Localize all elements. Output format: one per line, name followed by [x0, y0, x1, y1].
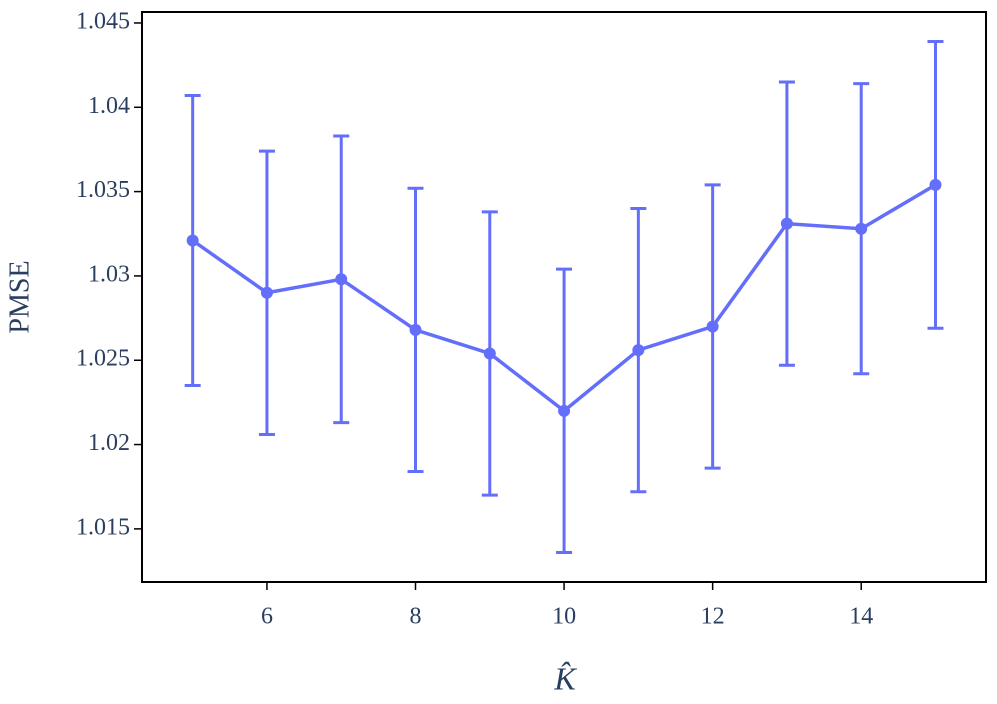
y-tick-label: 1.025 [76, 346, 130, 372]
marker [929, 178, 942, 191]
y-tick-label: 1.04 [88, 93, 130, 119]
x-tick-label: 12 [701, 604, 725, 630]
y-tick-label: 1.02 [88, 430, 130, 456]
marker [186, 234, 199, 247]
marker [706, 320, 719, 333]
marker [335, 273, 348, 286]
y-tick-label: 1.015 [76, 514, 130, 540]
x-tick-label: 8 [410, 604, 422, 630]
marker [260, 286, 273, 299]
marker [632, 344, 645, 357]
x-axis-label: K̂ [553, 660, 577, 696]
y-axis-label: PMSE [4, 260, 35, 333]
x-tick-label: 6 [261, 604, 273, 630]
marker [483, 347, 496, 360]
marker [855, 222, 868, 235]
y-tick-label: 1.03 [88, 261, 130, 287]
x-tick-label: 10 [552, 604, 576, 630]
x-tick-label: 14 [849, 604, 873, 630]
marker [780, 217, 793, 230]
marker [409, 323, 422, 336]
marker [558, 404, 571, 417]
y-tick-label: 1.045 [76, 8, 130, 34]
y-tick-label: 1.035 [76, 177, 130, 203]
